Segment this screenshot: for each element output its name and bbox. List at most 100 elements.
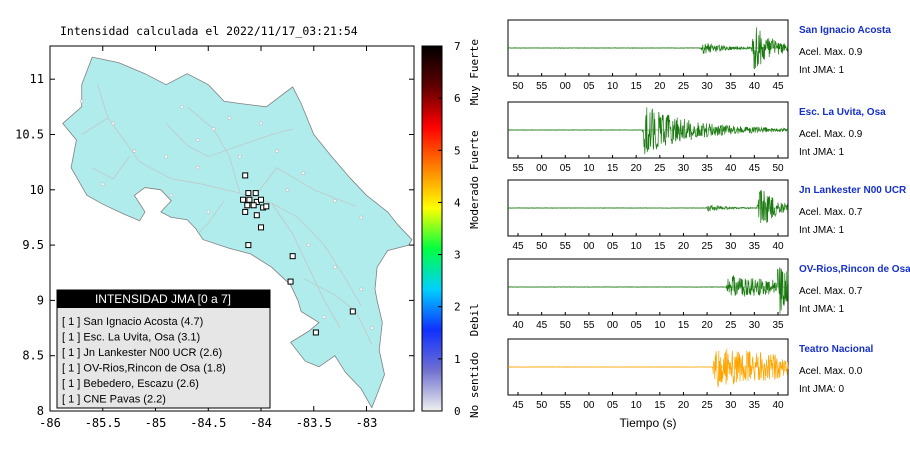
colorbar-tick-label: 1	[454, 353, 461, 366]
waveform-tick-label: 00	[607, 320, 619, 331]
waveform-tick-label: 50	[536, 400, 548, 411]
waveform-tick-label: 30	[725, 400, 737, 411]
town-dots	[79, 99, 374, 330]
station-marker	[258, 224, 265, 231]
waveform-tick-label: 35	[702, 163, 714, 174]
waveform-tick-label: 25	[654, 163, 666, 174]
legend-box	[56, 289, 271, 409]
station-name: Teatro Nacional	[799, 344, 873, 355]
legend-entry: [ 1 ] Esc. La Uvita, Osa (3.1)	[62, 332, 200, 344]
waveform-tick-label: 20	[631, 163, 643, 174]
intensity-map: -86 -85.5 -85 -84.5 -84 -83.5 -83 8 8.5 9 9.5 10 10…	[15, 45, 415, 430]
lat-tick-label: 11	[30, 72, 44, 86]
town-dot	[206, 210, 211, 214]
station-name: OV-Rios,Rincon de Osa	[799, 264, 910, 275]
road-line	[81, 117, 109, 135]
lon-tick-label: -85	[145, 416, 167, 430]
waveform-tick-label: 05	[560, 163, 572, 174]
waveform-tick-label: 15	[654, 400, 666, 411]
colorbar-ticks: 0 1 2 3 4 5 6 7	[438, 40, 461, 418]
waveform-panel: 50 55 00 05 10 15 20 25 30 35 40 45 San Ignacio Acos…	[507, 19, 891, 92]
waveform-tick-label: 50	[772, 163, 784, 174]
waveform-tick-label: 10	[654, 320, 666, 331]
lat-tick-label: 8	[37, 404, 44, 418]
station-marker	[312, 329, 319, 336]
town-dot	[322, 315, 327, 319]
town-dot	[332, 265, 337, 270]
waveform-tick-label: 25	[678, 81, 690, 92]
legend-title: INTENSIDAD JMA [0 a 7]	[95, 292, 231, 306]
legend-entry: [ 1 ] Bebedero, Escazu (2.6)	[62, 378, 199, 390]
town-dot	[369, 326, 374, 330]
waveform-tick-label: 30	[678, 163, 690, 174]
waveform-tick-label: 55	[512, 163, 524, 174]
station-name: Esc. La Uvita, Osa	[799, 107, 886, 118]
longitude-ticks: -86 -85.5 -85 -84.5 -84 -83.5 -83	[39, 46, 377, 430]
town-dot	[285, 187, 290, 192]
town-dot	[259, 121, 263, 126]
town-dot	[211, 127, 216, 131]
station-accel-max: Acel. Max. 0.9	[799, 47, 863, 58]
lon-tick-label: -83.5	[296, 416, 332, 430]
lat-tick-label: 8.5	[22, 349, 44, 363]
legend-entries: [ 1 ] San Ignacio Acosta (4.7) [ 1 ] Esc.…	[62, 316, 226, 406]
waveform-panel: 55 00 05 10 15 20 25 30 35 40 45 50 Esc. La Uvita, O…	[507, 101, 886, 174]
waveform-trace	[507, 190, 789, 224]
waveform-tick-label: 10	[607, 81, 619, 92]
lat-tick-label: 9.5	[22, 238, 44, 252]
colorbar-categories: No sentido Debil Moderado Fuerte Muy Fuerte	[468, 39, 481, 418]
station-marker	[349, 308, 356, 315]
waveform-tick-label: 40	[725, 163, 737, 174]
legend-entry: [ 1 ] San Ignacio Acosta (4.7)	[62, 316, 203, 328]
waveform-panel: 40 45 50 55 00 05 10 15 20 25 30 35 OV-Rios,Rincon d…	[507, 258, 910, 331]
lon-tick-label: -84	[250, 416, 272, 430]
waveform-tick-label: 50	[536, 241, 548, 252]
lon-tick-label: -86	[39, 416, 61, 430]
station-marker	[240, 196, 247, 203]
waveform-tick-label: 10	[631, 400, 643, 411]
waveform-tick-label: 00	[583, 241, 595, 252]
station-marker	[244, 202, 251, 209]
waveform-tick-label: 05	[607, 241, 619, 252]
station-jma-intensity: Int JMA: 1	[799, 147, 844, 158]
town-dot	[332, 198, 337, 203]
road-line	[197, 200, 225, 235]
waveform-tick-label: 10	[583, 163, 595, 174]
colorbar-tick-label: 2	[454, 301, 461, 314]
waveform-tick-label: 05	[583, 81, 595, 92]
intensity-colorbar: 0 1 2 3 4 5 6 7 No sentido Debil Moderado Fuerte Mu…	[421, 39, 481, 418]
road-line	[186, 106, 241, 194]
lat-tick-label: 10	[30, 183, 44, 197]
road-line	[97, 84, 362, 307]
colorbar-category-label: Muy Fuerte	[468, 39, 481, 105]
waveform-tick-label: 40	[512, 320, 524, 331]
waveform-tick-label: 55	[583, 320, 595, 331]
waveform-tick-label: 55	[536, 81, 548, 92]
colorbar-tick-label: 6	[454, 92, 461, 105]
station-marker	[246, 196, 253, 203]
colorbar-tick-label: 0	[454, 405, 461, 418]
lat-tick-label: 10.5	[15, 127, 44, 141]
road-line	[271, 202, 341, 329]
waveform-tick-label: 15	[607, 163, 619, 174]
waveform-tick-label: 15	[631, 81, 643, 92]
station-marker	[252, 190, 259, 197]
road-line	[303, 277, 373, 345]
station-marker	[289, 253, 296, 260]
map-frame	[49, 45, 415, 412]
waveform-trace	[507, 27, 789, 70]
waveform-xlabel: Tiempo (s)	[620, 416, 677, 430]
waveform-tick-label: 45	[536, 320, 548, 331]
town-dot	[227, 115, 232, 120]
waveform-tick-label: 45	[772, 81, 784, 92]
town-dot	[301, 171, 306, 176]
waveform-tick-label: 30	[749, 320, 761, 331]
costa-rica-land	[62, 56, 413, 409]
waveform-tick-label: 50	[560, 320, 572, 331]
town-dot	[132, 149, 137, 153]
road-network	[79, 84, 374, 345]
colorbar-gradient	[421, 45, 443, 412]
station-marker	[253, 212, 260, 219]
waveform-trace	[508, 267, 789, 314]
